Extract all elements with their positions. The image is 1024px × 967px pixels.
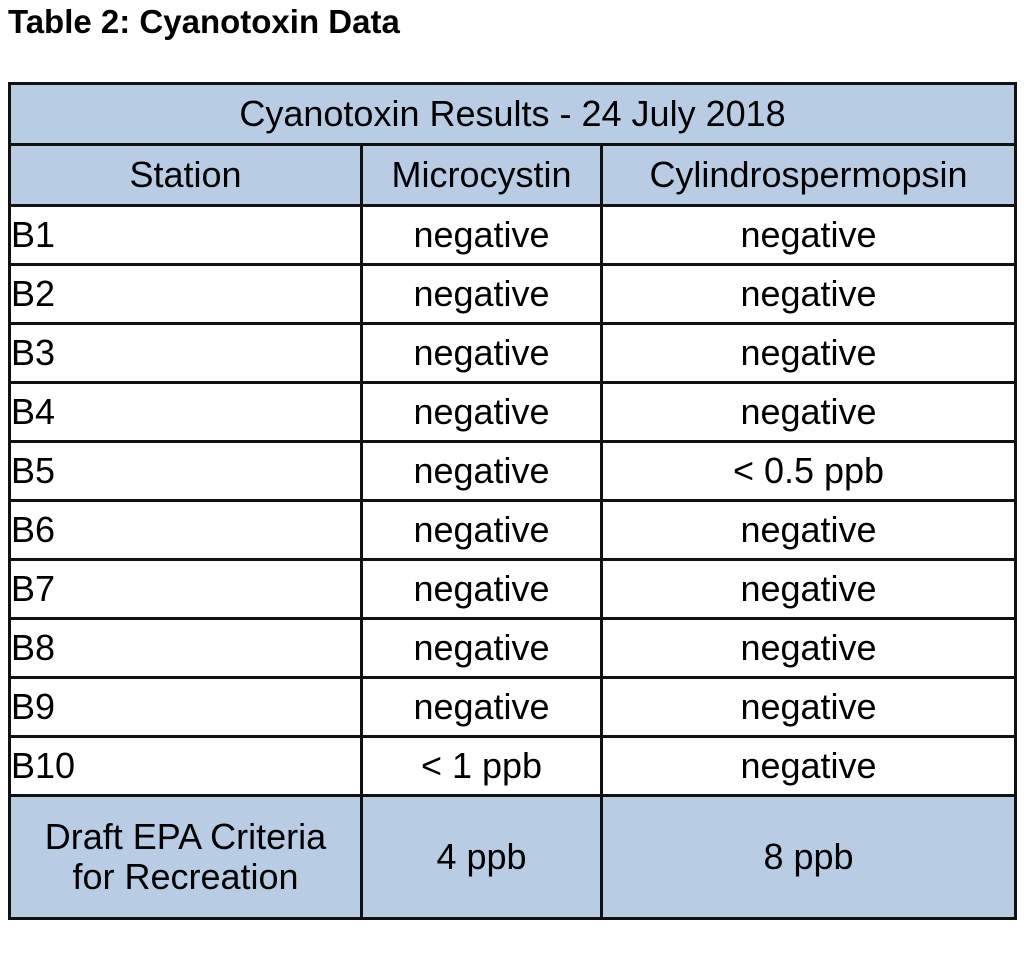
column-header-cylindrospermopsin: Cylindrospermopsin — [599, 143, 1018, 207]
station-cell: B7 — [8, 558, 363, 620]
table-title: Cyanotoxin Results - 24 July 2018 — [7, 82, 1018, 146]
column-header-station: Station — [8, 143, 363, 207]
station-cell: B4 — [8, 381, 363, 443]
station-cell: B9 — [8, 676, 363, 738]
table-row: B2 negative negative — [8, 263, 1018, 325]
cylindrospermopsin-cell: negative — [599, 322, 1018, 384]
table-row: B6 negative negative — [8, 499, 1018, 561]
station-cell: B3 — [8, 322, 363, 384]
table-row: B5 negative < 0.5 ppb — [8, 440, 1018, 502]
microcystin-cell: negative — [360, 499, 603, 561]
microcystin-cell: negative — [360, 263, 603, 325]
cylindrospermopsin-cell: negative — [599, 558, 1018, 620]
cyanotoxin-table: Cyanotoxin Results - 24 July 2018 Statio… — [7, 82, 1018, 920]
criteria-label-line-2: for Recreation — [72, 856, 299, 897]
station-cell: B1 — [8, 204, 363, 266]
microcystin-cell: negative — [360, 676, 603, 738]
cylindrospermopsin-cell: negative — [599, 204, 1018, 266]
station-cell: B8 — [8, 617, 363, 679]
table-row: B1 negative negative — [8, 204, 1018, 266]
column-header-microcystin: Microcystin — [360, 143, 603, 207]
cylindrospermopsin-cell: negative — [599, 263, 1018, 325]
station-cell: B2 — [8, 263, 363, 325]
station-cell: B10 — [8, 735, 363, 797]
microcystin-cell: negative — [360, 381, 603, 443]
cylindrospermopsin-cell: < 0.5 ppb — [599, 440, 1018, 502]
cylindrospermopsin-cell: negative — [599, 676, 1018, 738]
criteria-row: Draft EPA Criteria for Recreation 4 ppb … — [8, 794, 1018, 920]
column-header-row: Station Microcystin Cylindrospermopsin — [8, 143, 1018, 207]
station-cell: B5 — [8, 440, 363, 502]
criteria-microcystin-cell: 4 ppb — [360, 794, 603, 920]
criteria-label-line-1: Draft EPA Criteria — [44, 816, 327, 857]
table-row: B9 negative negative — [8, 676, 1018, 738]
microcystin-cell: negative — [360, 204, 603, 266]
table-title-row: Cyanotoxin Results - 24 July 2018 — [7, 82, 1018, 146]
criteria-label-cell: Draft EPA Criteria for Recreation — [8, 794, 363, 920]
cylindrospermopsin-cell: negative — [599, 735, 1018, 797]
table-row: B3 negative negative — [8, 322, 1018, 384]
table-row: B4 negative negative — [8, 381, 1018, 443]
table-row: B10 < 1 ppb negative — [8, 735, 1018, 797]
microcystin-cell: negative — [360, 440, 603, 502]
cylindrospermopsin-cell: negative — [599, 499, 1018, 561]
table-row: B8 negative negative — [8, 617, 1018, 679]
criteria-cylindrospermopsin-cell: 8 ppb — [599, 794, 1018, 920]
table-row: B7 negative negative — [8, 558, 1018, 620]
station-cell: B6 — [8, 499, 363, 561]
microcystin-cell: negative — [360, 617, 603, 679]
cylindrospermopsin-cell: negative — [599, 617, 1018, 679]
microcystin-cell: < 1 ppb — [360, 735, 603, 797]
cylindrospermopsin-cell: negative — [599, 381, 1018, 443]
microcystin-cell: negative — [360, 558, 603, 620]
table-caption: Table 2: Cyanotoxin Data — [8, 3, 400, 40]
microcystin-cell: negative — [360, 322, 603, 384]
